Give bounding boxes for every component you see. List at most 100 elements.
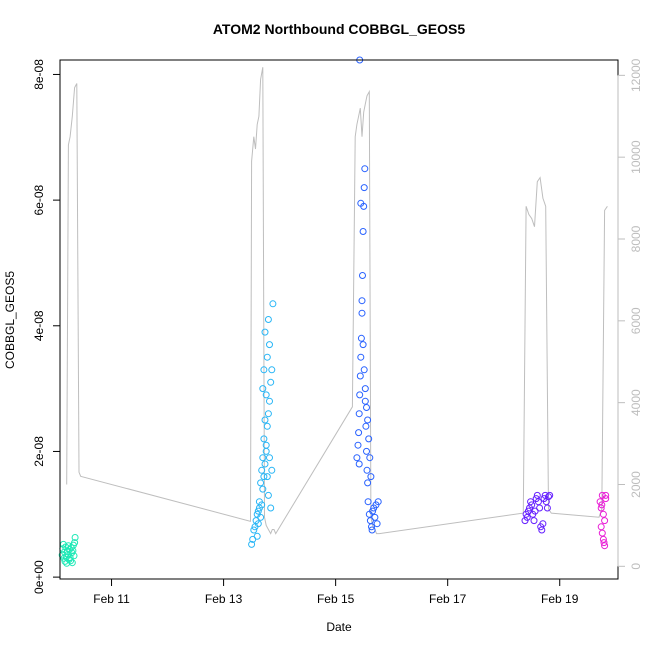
data-point [259, 485, 267, 493]
data-point [266, 397, 273, 405]
data-point [358, 297, 366, 305]
data-point [523, 513, 531, 521]
data-point [527, 498, 535, 506]
data-point [262, 447, 270, 455]
data-point [369, 507, 377, 515]
data-point [361, 385, 369, 393]
x-tick-label: Feb 17 [429, 592, 467, 606]
altitude-line [66, 67, 608, 535]
data-point [254, 520, 262, 528]
data-point [359, 341, 367, 349]
data-point [248, 540, 256, 548]
data-point [364, 479, 372, 487]
data-point [71, 539, 79, 547]
data-point [67, 557, 75, 565]
point-series [596, 491, 610, 550]
point-series [521, 491, 554, 534]
data-point [257, 513, 265, 521]
data-point [363, 447, 370, 455]
data-point [360, 366, 368, 374]
data-point [361, 397, 369, 405]
data-point [261, 416, 269, 424]
y2-tick-label: 10000 [629, 140, 643, 174]
y2-tick-label: 12000 [629, 58, 643, 92]
data-point [250, 526, 258, 534]
data-point [366, 454, 374, 462]
data-point [355, 410, 363, 418]
data-point [367, 473, 375, 481]
data-point [365, 435, 373, 443]
data-point [267, 378, 275, 386]
data-point [528, 501, 536, 509]
data-point [268, 466, 276, 474]
data-point [263, 422, 271, 430]
data-point [269, 300, 277, 308]
point-series [248, 300, 277, 548]
data-point [539, 520, 547, 528]
data-point [259, 385, 267, 393]
data-point [362, 422, 370, 430]
x-tick-label: Feb 13 [205, 592, 243, 606]
data-point [364, 416, 372, 424]
data-point [258, 466, 266, 474]
data-point [598, 501, 606, 509]
data-point [355, 460, 363, 468]
y-tick-label: 4e-08 [32, 310, 46, 341]
data-point [359, 272, 366, 279]
data-point [546, 491, 554, 499]
data-point [253, 532, 261, 540]
y2-tick-label: 6000 [629, 307, 643, 334]
data-point [530, 517, 538, 525]
data-point [257, 479, 265, 487]
y2-tick-label: 4000 [629, 389, 643, 416]
data-point [255, 498, 263, 506]
altitude-trace [66, 67, 608, 535]
y2-tick-label: 2000 [629, 471, 643, 498]
data-point [597, 504, 605, 512]
data-point [264, 316, 272, 323]
data-point [261, 328, 269, 336]
data-point [368, 523, 375, 531]
data-point [543, 504, 551, 512]
data-point [545, 493, 552, 501]
data-point [601, 542, 609, 550]
data-point [353, 454, 361, 462]
data-point [263, 473, 271, 481]
data-point [368, 526, 376, 534]
data-point [598, 529, 606, 537]
data-point [374, 498, 382, 506]
data-point [361, 165, 369, 173]
data-point [602, 491, 610, 499]
data-point [260, 473, 268, 481]
data-point [267, 504, 275, 512]
data-point [264, 410, 272, 418]
x-tick-label: Feb 11 [93, 592, 130, 606]
data-point [254, 507, 262, 515]
data-point [355, 429, 363, 437]
x-tick-label: Feb 15 [317, 592, 355, 606]
data-points [58, 56, 610, 567]
y-tick-label: 8e-08 [32, 59, 46, 90]
y-tick-label: 2e-08 [32, 436, 46, 467]
data-point [266, 341, 273, 349]
y2-tick-label: 8000 [629, 225, 643, 252]
point-series [58, 534, 79, 567]
data-point [602, 495, 610, 503]
data-point [357, 334, 365, 342]
data-point [262, 391, 270, 399]
y-axis-label: COBBGL_GEOS5 [3, 271, 17, 369]
data-point [536, 504, 544, 512]
data-point [268, 366, 276, 374]
y-tick-label: 0e+00 [32, 560, 46, 594]
data-point [263, 353, 271, 361]
data-point [599, 510, 607, 518]
x-axis: Feb 11 Feb 13 Feb 15 Feb 17 Feb 19 [93, 578, 579, 606]
data-point [356, 391, 364, 399]
data-point [599, 535, 607, 543]
data-point [363, 404, 370, 411]
y-axis-left: 0e+00 2e-08 4e-08 6e-08 8e-08 [32, 59, 61, 594]
data-point [601, 517, 609, 525]
data-point [266, 454, 273, 462]
data-point [68, 559, 76, 567]
